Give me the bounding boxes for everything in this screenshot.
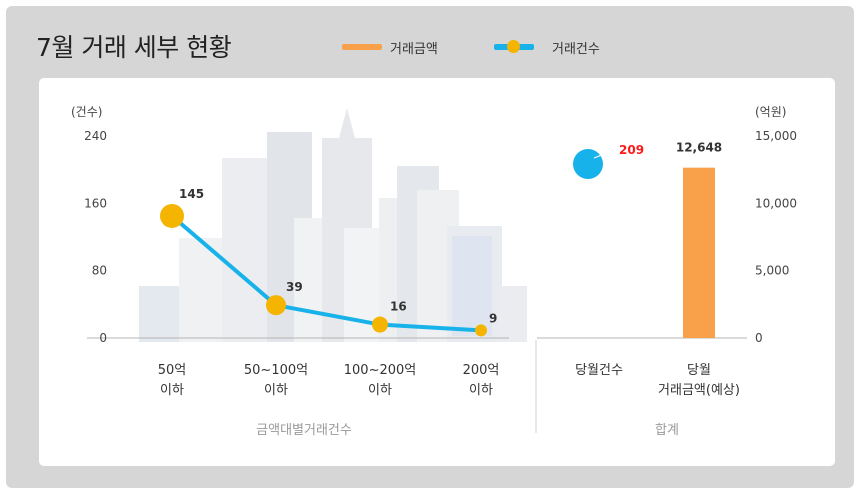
right-axis-tick-label: 5,000	[755, 264, 789, 278]
pie-leader-line	[593, 149, 615, 159]
count-data-label: 9	[489, 311, 497, 325]
category-label: 50억	[158, 363, 187, 378]
right-axis-tick-label: 15,000	[755, 129, 797, 143]
count-data-label: 16	[390, 300, 407, 314]
left-axis-unit: (건수)	[71, 105, 102, 119]
category-label: 당월건수	[575, 363, 623, 378]
skyline-background	[139, 108, 527, 342]
count-point-marker	[160, 203, 184, 228]
category-label: 50~100억	[244, 363, 308, 378]
monthly-count-label: 209	[619, 143, 644, 157]
legend-label-amount: 거래금액	[390, 42, 438, 57]
category-label: 이하	[160, 383, 184, 398]
right-axis-tick-label: 10,000	[755, 196, 797, 210]
marks-layer: 145 39 16 9 209 12,648	[160, 141, 722, 338]
category-label: 거래금액(예상)	[658, 383, 740, 398]
category-label: 당월	[687, 363, 711, 378]
count-data-label: 39	[286, 280, 303, 294]
legend-label-count: 거래건수	[552, 42, 600, 57]
count-data-label: 145	[179, 187, 204, 201]
legend-bar-swatch	[342, 44, 382, 50]
count-point-marker	[475, 324, 487, 337]
left-axis-tick-label: 0	[99, 331, 107, 345]
count-series-line	[170, 213, 483, 333]
group-label: 합계	[655, 423, 679, 438]
category-label: 이하	[469, 383, 493, 398]
right-axis-unit: (억원)	[755, 105, 786, 119]
left-axis-tick-label: 80	[92, 264, 107, 278]
chart-frame: 7월 거래 세부 현황 거래금액 거래건수	[6, 6, 854, 488]
right-axis-tick-label: 0	[755, 331, 763, 345]
monthly-count-pie	[573, 149, 603, 179]
amount-bar	[683, 167, 715, 338]
count-point-marker	[266, 295, 286, 316]
category-label: 100~200억	[344, 363, 416, 378]
category-label: 이하	[264, 383, 288, 398]
count-point-marker	[372, 316, 388, 333]
axes-layer: (건수) 240 160 80 0 (억원) 15,000 10,000 5,000 0 50억이하…	[71, 105, 797, 438]
left-axis-tick-label: 160	[84, 196, 107, 210]
legend-marker-swatch	[507, 40, 520, 53]
group-label: 금액대별거래건수	[256, 423, 352, 438]
chart-title: 7월 거래 세부 현황	[36, 33, 232, 62]
category-label: 200억	[463, 363, 500, 378]
category-label: 이하	[368, 383, 392, 398]
chart-plot: (건수) 240 160 80 0 (억원) 15,000 10,000 5,000 0 50억이하…	[71, 105, 797, 438]
amount-bar-label: 12,648	[676, 141, 722, 155]
left-axis-tick-label: 240	[84, 129, 107, 143]
